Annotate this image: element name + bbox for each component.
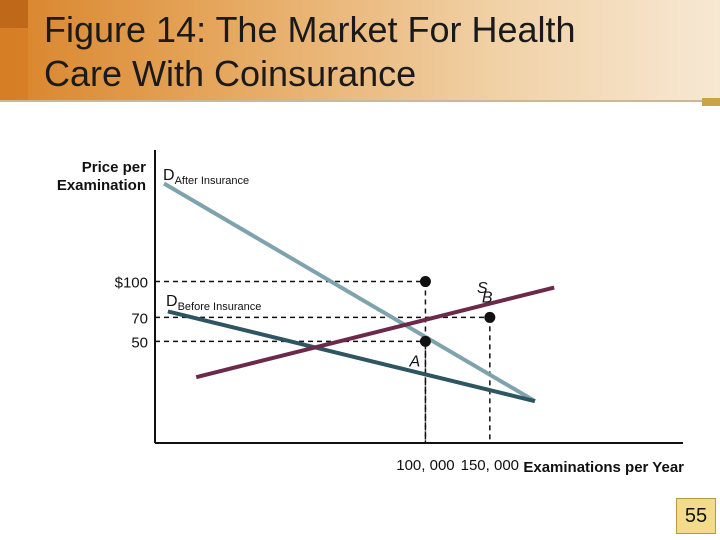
- supply-line: [195, 285, 555, 380]
- demand-before-insurance-label: DBefore Insurance: [166, 293, 261, 313]
- x-tick-label-1: 150, 000: [461, 457, 519, 474]
- page-number: 55: [676, 498, 716, 534]
- point-marker-0: [419, 276, 431, 288]
- y-axis-label-line1: Price per: [82, 159, 146, 176]
- accent-bar: [0, 28, 28, 100]
- x-tick-label-0: 100, 000: [396, 457, 454, 474]
- demand-after-insurance-label-main: D: [163, 167, 175, 184]
- demand-before-insurance-line: [167, 309, 536, 404]
- demand-after-insurance-label: DAfter Insurance: [163, 167, 249, 187]
- point-marker-A: [419, 335, 431, 347]
- equilibrium-points: [419, 276, 496, 347]
- title-rule: [0, 100, 720, 102]
- point-label-A: A: [408, 353, 420, 370]
- slide-title: Figure 14: The Market For Health Care Wi…: [44, 8, 684, 96]
- accent-mark: [702, 98, 720, 106]
- title-band: [0, 0, 720, 100]
- slide-title-line1: Figure 14: The Market For Health: [44, 9, 576, 50]
- y-axis-label-line2: Examination: [57, 177, 146, 194]
- y-tick-label-0: $100: [115, 275, 148, 292]
- accent-square: [0, 0, 28, 28]
- x-axis-label: Examinations per Year: [523, 459, 684, 476]
- y-tick-label-1: 70: [131, 310, 148, 327]
- supply-label: S: [477, 280, 488, 297]
- demand-after-insurance-label-subscript: After Insurance: [175, 175, 250, 187]
- y-tick-label-2: 50: [131, 334, 148, 351]
- point-marker-B: [484, 311, 496, 323]
- point-label-B: B: [482, 289, 493, 306]
- demand-before-insurance-label-subscript: Before Insurance: [178, 301, 262, 313]
- slide-title-line2: Care With Coinsurance: [44, 53, 417, 94]
- demand-before-insurance-label-main: D: [166, 293, 178, 310]
- demand-after-insurance-line: [163, 181, 536, 403]
- curves: [163, 181, 555, 404]
